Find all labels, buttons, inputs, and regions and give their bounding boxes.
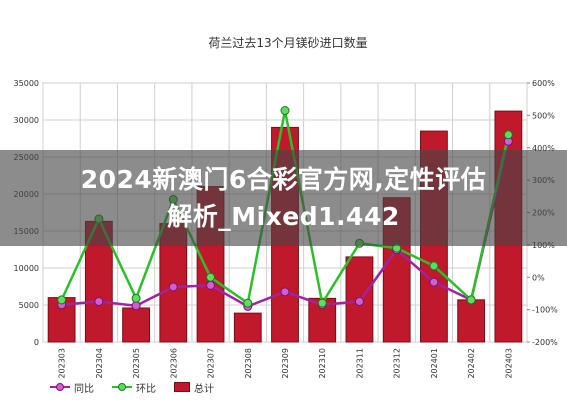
- overlay-banner-text: 2024新澳门6合彩官方网,定性评估 解析_Mixed1.442: [0, 161, 567, 235]
- point-mom: [429, 261, 439, 271]
- point-mom: [503, 130, 513, 140]
- point-yoy: [94, 297, 104, 307]
- point-mom: [131, 293, 141, 303]
- x-tick-label: 202308: [244, 348, 253, 379]
- point-yoy: [354, 297, 364, 307]
- point-mom: [466, 295, 476, 305]
- x-tick-label: 202310: [318, 348, 327, 379]
- chart-title: 荷兰过去13个月镁砂进口数量: [208, 35, 367, 50]
- point-mom: [57, 295, 67, 305]
- x-tick-label: 202312: [393, 348, 402, 379]
- y-right-tick-label: 500%: [532, 111, 555, 120]
- legend-item-total: 总计: [174, 380, 214, 395]
- bar-total: [233, 312, 262, 343]
- banner-line-1: 2024新澳门6合彩官方网,定性评估: [80, 165, 487, 194]
- point-mom: [243, 298, 253, 308]
- point-yoy: [206, 280, 216, 290]
- x-tick-label: 202402: [467, 348, 476, 379]
- y-left-tick-label: 5000: [19, 301, 39, 310]
- y-right-tick-label: 0%: [532, 273, 545, 282]
- x-tick-label: 202305: [132, 348, 141, 379]
- x-tick-label: 202311: [355, 348, 364, 379]
- legend-label-total: 总计: [194, 383, 214, 395]
- x-tick-label: 202403: [504, 348, 513, 379]
- y-left-tick-label: 35000: [14, 79, 39, 88]
- legend-swatch-total: [174, 382, 190, 392]
- x-tick-label: 202306: [169, 348, 178, 379]
- legend: 同比 环比 总计: [50, 379, 232, 395]
- banner-line-2: 解析_Mixed1.442: [167, 202, 400, 231]
- legend-item-mom: 环比: [112, 380, 156, 395]
- y-left-tick-label: 10000: [14, 264, 39, 273]
- point-mom: [317, 298, 327, 308]
- y-right-tick-label: -100%: [532, 306, 558, 315]
- bar-total: [122, 307, 150, 343]
- y-right-tick-label: 400%: [532, 144, 555, 153]
- x-tick-label: 202307: [207, 348, 216, 379]
- y-right-tick-label: -200%: [532, 338, 558, 347]
- legend-swatch-mom: [112, 382, 132, 392]
- point-mom: [206, 272, 216, 282]
- x-tick-label: 202304: [95, 348, 104, 379]
- x-tick-label: 202303: [58, 348, 67, 379]
- point-yoy: [131, 301, 141, 311]
- legend-label-yoy: 同比: [74, 383, 94, 395]
- y-right-tick-label: 600%: [532, 79, 555, 88]
- legend-swatch-yoy: [50, 382, 70, 392]
- x-tick-label: 202401: [430, 348, 439, 379]
- legend-label-mom: 环比: [136, 383, 156, 395]
- y-left-tick-label: 0: [34, 338, 39, 347]
- y-left-tick-label: 30000: [14, 116, 39, 125]
- legend-item-yoy: 同比: [50, 380, 94, 395]
- point-yoy: [429, 277, 439, 287]
- point-yoy: [280, 287, 290, 297]
- overlay-banner: [0, 150, 567, 246]
- point-mom: [280, 106, 290, 116]
- x-tick-label: 202309: [281, 348, 290, 379]
- point-yoy: [168, 282, 178, 292]
- bar-total: [457, 299, 486, 343]
